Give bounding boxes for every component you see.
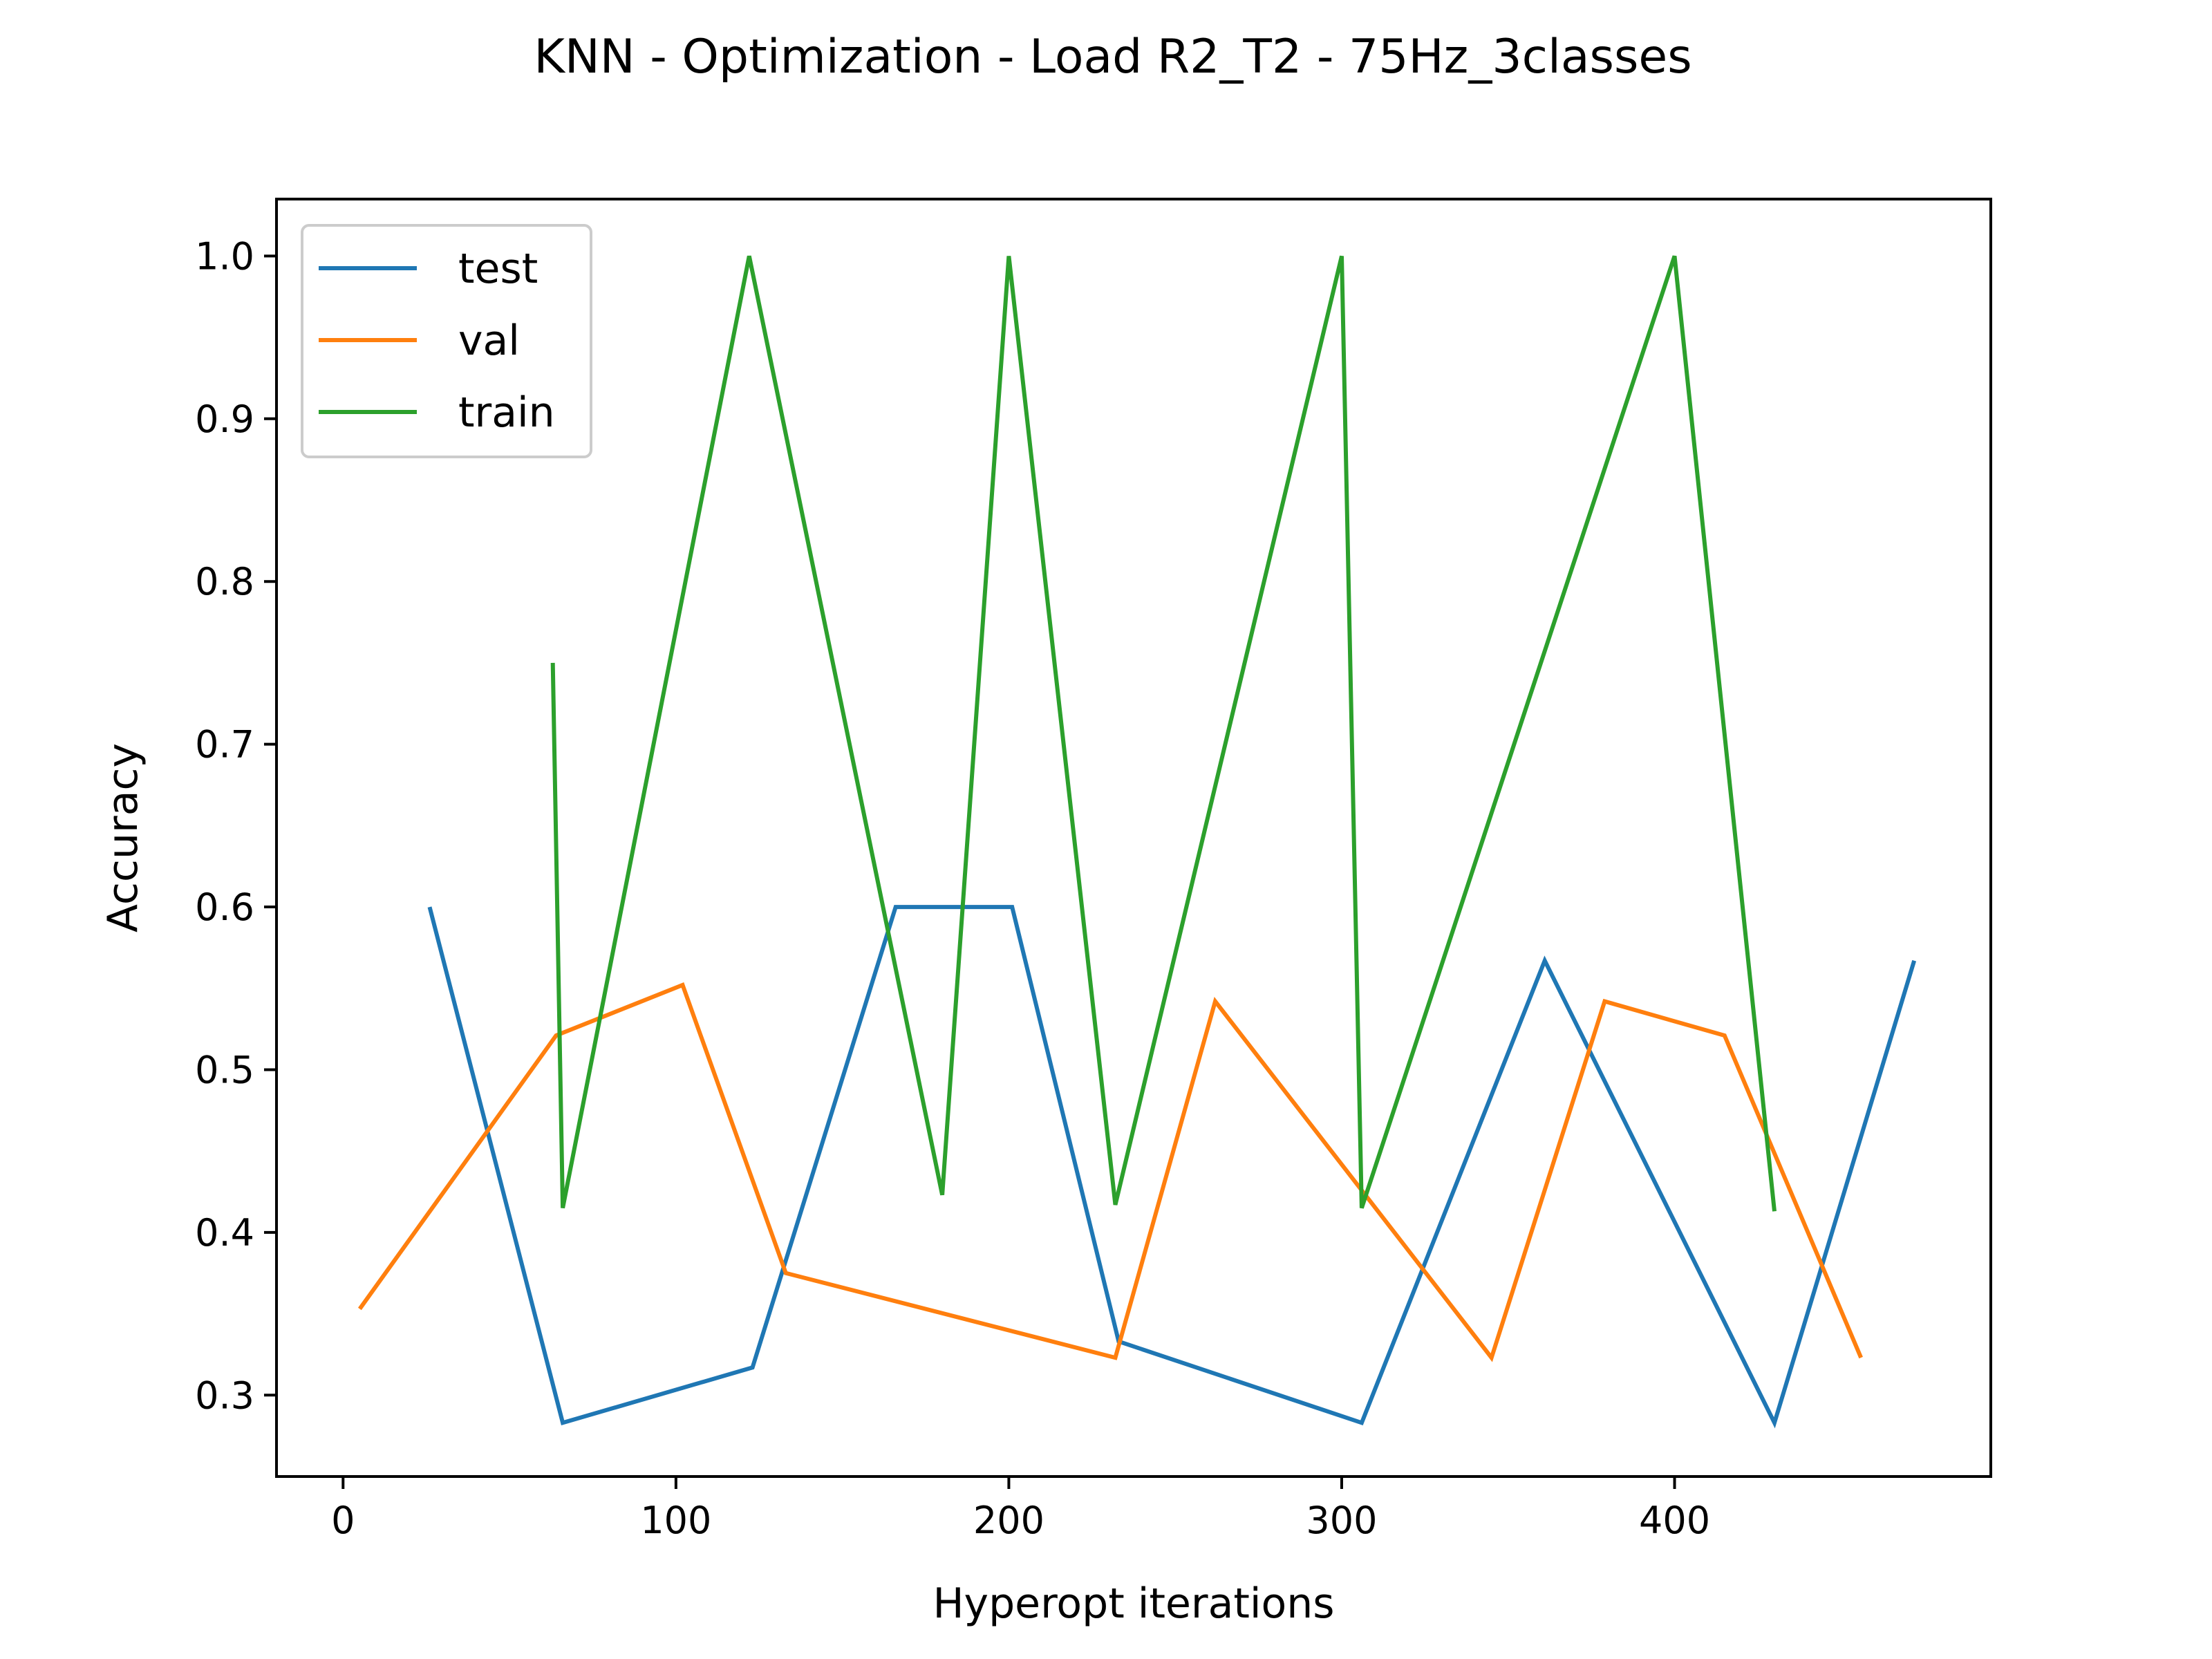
- legend: test val train: [301, 224, 592, 458]
- axes-frame: [275, 198, 1992, 1478]
- y-axis-label: Accuracy: [99, 743, 147, 932]
- x-tick-label: 300: [1306, 1499, 1377, 1542]
- x-tick-label: 0: [331, 1499, 355, 1542]
- y-tick-label: 0.9: [195, 397, 254, 441]
- x-axis-label: Hyperopt iterations: [932, 1580, 1334, 1628]
- chart-title: KNN - Optimization - Load R2_T2 - 75Hz_3…: [534, 30, 1691, 84]
- legend-label-test: test: [458, 245, 538, 293]
- y-tick-label: 0.5: [195, 1048, 254, 1091]
- y-tick-label: 0.7: [195, 723, 254, 767]
- plot-area: [275, 198, 1992, 1478]
- x-tick-label: 100: [640, 1499, 711, 1542]
- y-tick-label: 0.6: [195, 885, 254, 929]
- y-axis-ticks: 0.3 0.4 0.5 0.6 0.7 0.8 0.9 1.0: [195, 234, 276, 1417]
- legend-label-val: val: [458, 317, 520, 365]
- legend-label-train: train: [458, 388, 555, 437]
- series-line-test: [427, 905, 1917, 1429]
- series-layer: [357, 255, 1917, 1429]
- y-tick-label: 0.4: [195, 1211, 254, 1255]
- x-tick-label: 200: [973, 1499, 1044, 1542]
- y-tick-label: 0.8: [195, 560, 254, 603]
- y-tick-label: 0.3: [195, 1374, 254, 1417]
- series-line-train: [550, 255, 1777, 1212]
- y-tick-label: 1.0: [195, 234, 254, 278]
- x-axis-ticks: 0 100 200 300 400: [331, 1477, 1710, 1542]
- x-tick-label: 400: [1639, 1499, 1710, 1542]
- series-line-val: [357, 982, 1863, 1362]
- legend-box: [301, 224, 592, 458]
